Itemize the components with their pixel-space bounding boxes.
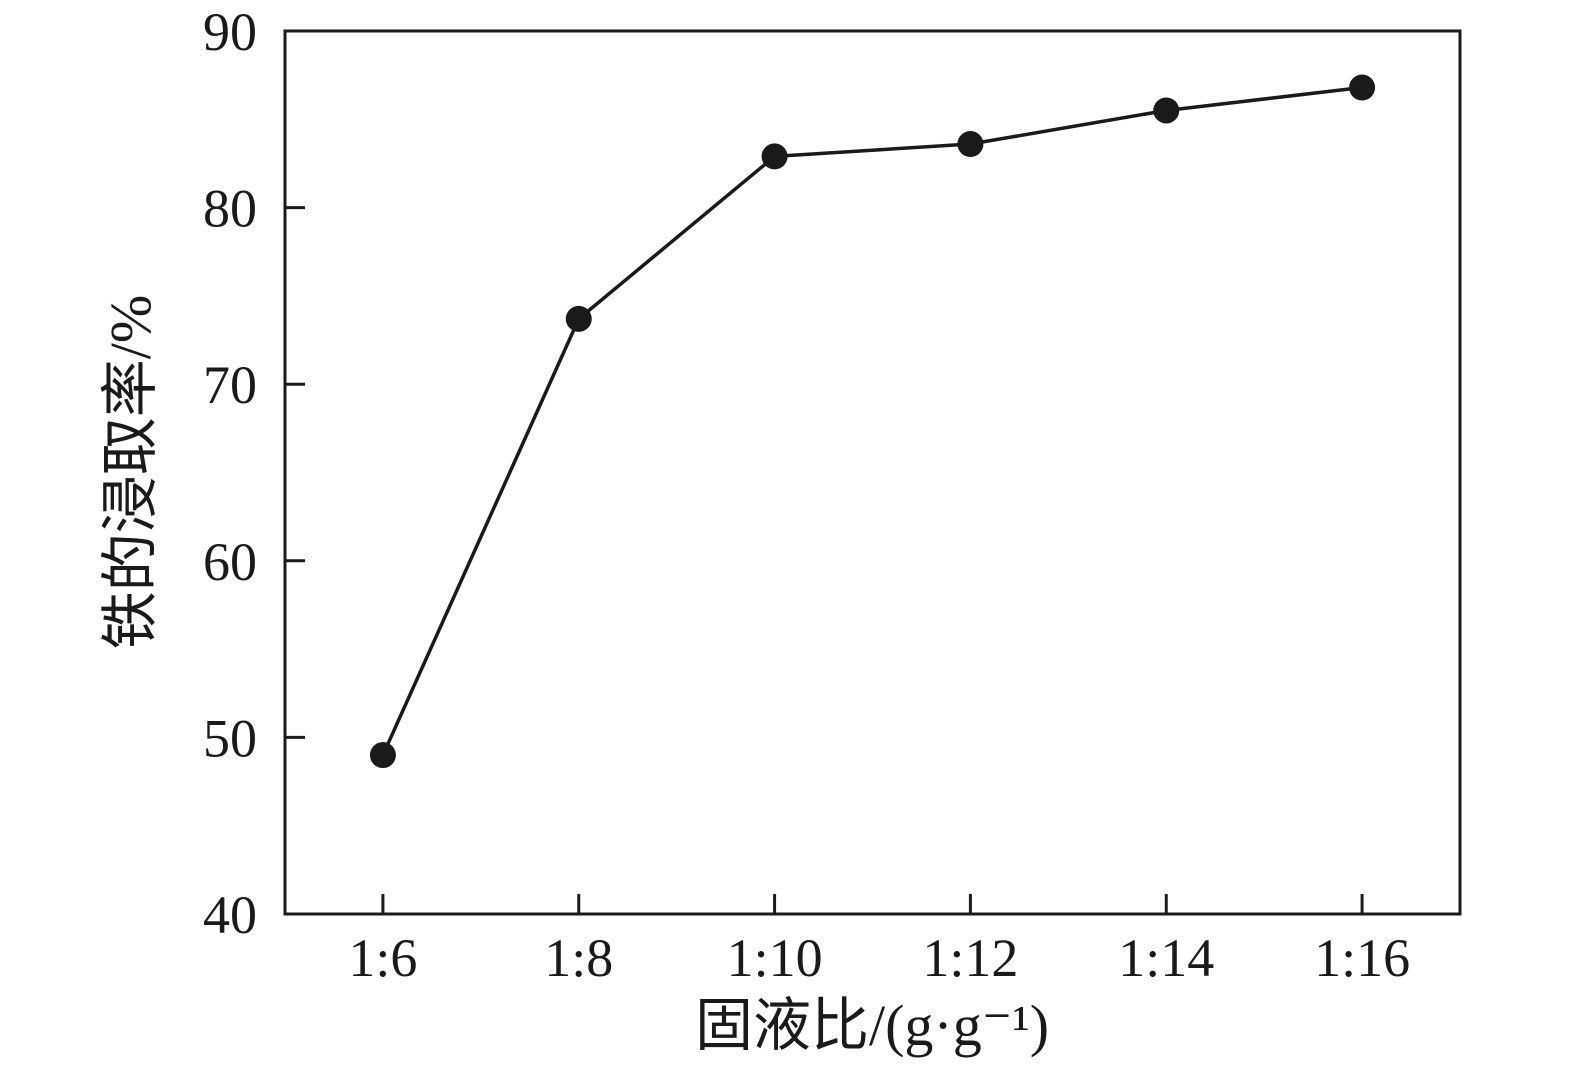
x-tick-label: 1:16 (1314, 928, 1410, 988)
x-tick-label: 1:10 (727, 928, 823, 988)
data-point (957, 131, 984, 158)
y-tick-label: 80 (203, 179, 257, 239)
x-tick-label: 1:8 (544, 928, 613, 988)
y-tick-label: 40 (203, 885, 257, 945)
data-series-group (369, 74, 1376, 769)
plot-frame-group (283, 29, 1462, 916)
y-tick-label: 60 (203, 532, 257, 592)
x-tick-label: 1:12 (922, 928, 1018, 988)
x-axis-title: 固液比/(g·g⁻¹) (695, 993, 1049, 1058)
tick-labels-group: 40 50 60 70 80 90 1:6 1:8 1:10 1:12 1:14 1:16 (203, 2, 1410, 988)
y-tick-label: 50 (203, 708, 257, 768)
x-tick-label: 1:14 (1118, 928, 1214, 988)
y-tick-label: 70 (203, 355, 257, 415)
axis-ticks-group (285, 29, 1364, 916)
plot-frame (283, 29, 1462, 916)
y-axis-title: 铁的浸取率/% (98, 295, 163, 649)
data-point (1349, 74, 1376, 101)
data-point (369, 742, 396, 769)
x-tick-label: 1:6 (348, 928, 417, 988)
data-point (761, 143, 788, 170)
data-point (565, 305, 592, 332)
data-point (1153, 97, 1180, 124)
data-line (381, 85, 1364, 757)
y-tick-label: 90 (203, 2, 257, 62)
